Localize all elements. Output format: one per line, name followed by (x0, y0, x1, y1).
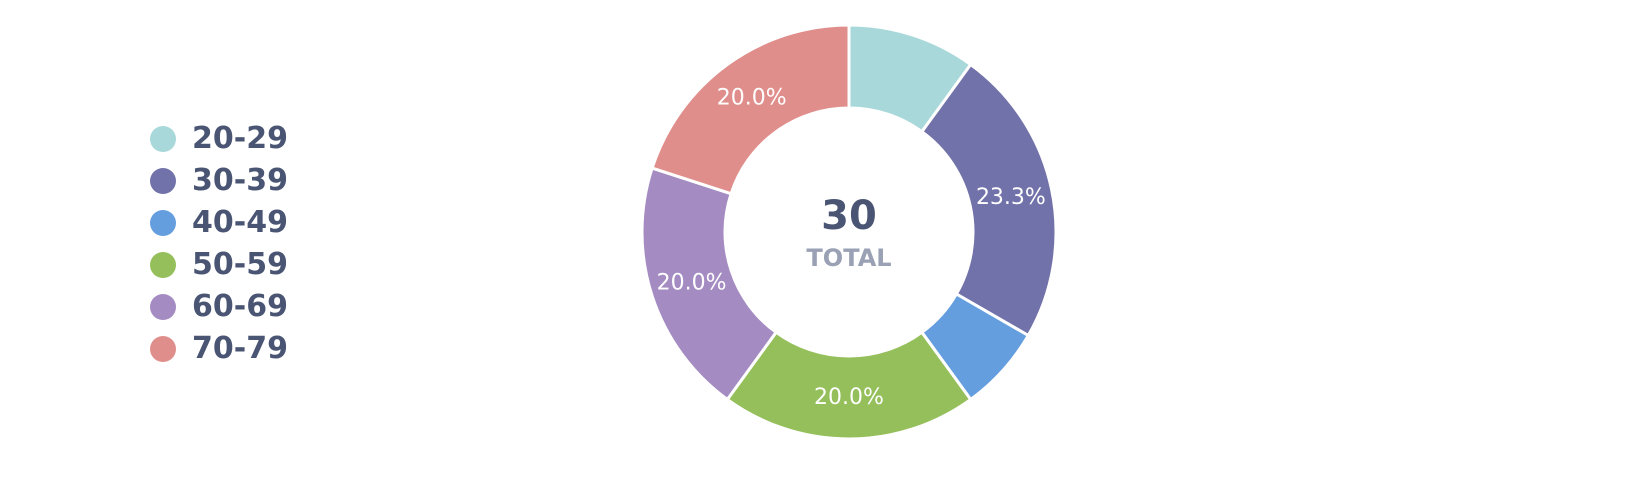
legend-label: 50-59 (192, 247, 288, 282)
donut-slice (725, 330, 973, 441)
legend-swatch (150, 126, 176, 152)
donut-slices (640, 23, 1058, 441)
legend-label: 30-39 (192, 163, 288, 198)
slice-percent-label: 20.0% (657, 271, 727, 296)
legend-swatch (150, 252, 176, 278)
legend-item: 30-39 (150, 160, 288, 202)
legend-swatch (150, 294, 176, 320)
chart-legend: 20-29 30-39 40-49 50-59 60-69 70-79 (150, 118, 288, 370)
legend-label: 70-79 (192, 331, 288, 366)
slice-percent-label: 20.0% (717, 86, 787, 111)
donut-slice (640, 166, 779, 402)
legend-item: 70-79 (150, 328, 288, 370)
legend-swatch (150, 210, 176, 236)
legend-item: 60-69 (150, 286, 288, 328)
legend-label: 60-69 (192, 289, 288, 324)
legend-item: 20-29 (150, 118, 288, 160)
donut-slice (650, 23, 851, 196)
donut-slice-labels: 23.3% 20.0% 20.0% 20.0% (657, 86, 1046, 410)
legend-label: 40-49 (192, 205, 288, 240)
legend-swatch (150, 168, 176, 194)
legend-swatch (150, 336, 176, 362)
slice-percent-label: 23.3% (976, 185, 1046, 210)
center-total-caption: TOTAL (806, 244, 891, 272)
slice-percent-label: 20.0% (814, 385, 884, 410)
legend-item: 50-59 (150, 244, 288, 286)
center-total-value: 30 (821, 193, 877, 239)
legend-label: 20-29 (192, 121, 288, 156)
donut-slice (919, 62, 1058, 338)
legend-item: 40-49 (150, 202, 288, 244)
